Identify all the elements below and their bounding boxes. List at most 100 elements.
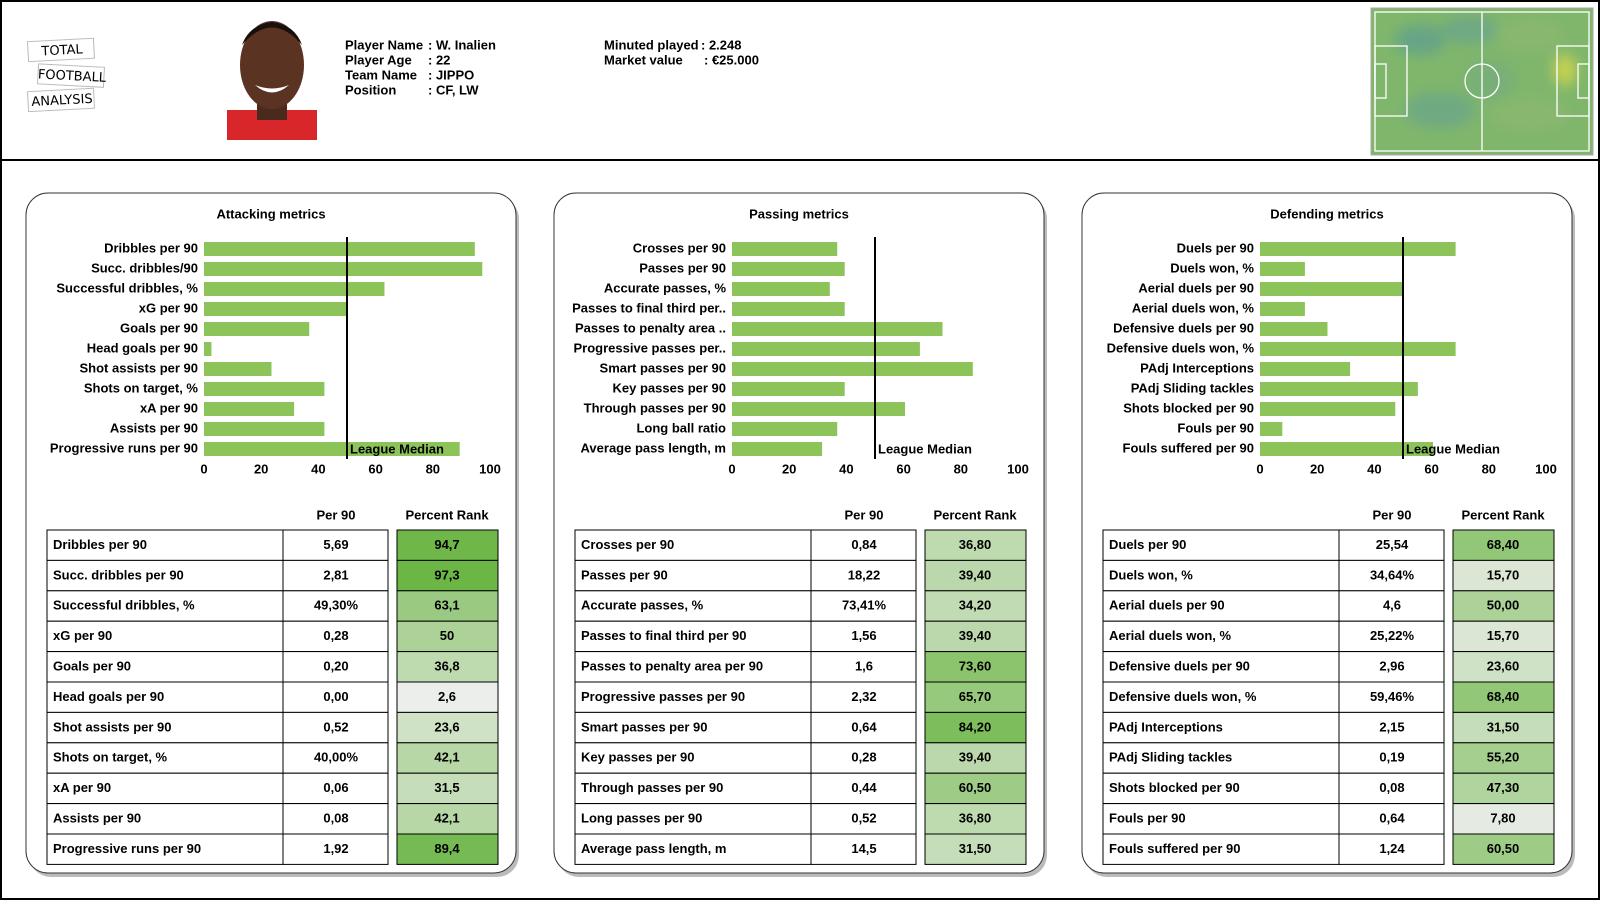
rank-value: 94,7 [434, 537, 459, 552]
rank-value: 60,50 [959, 780, 992, 795]
rank-cell [924, 651, 1027, 683]
bar [204, 422, 325, 436]
rank-value: 65,70 [959, 689, 992, 704]
per90-value: 1,6 [855, 659, 873, 674]
column-header: Percent Rank [405, 507, 489, 522]
metric-name: Passes to final third per 90 [581, 628, 746, 643]
info-value: : €25.000 [704, 52, 759, 67]
rank-cell [924, 620, 1027, 653]
per90-value: 14,5 [851, 841, 876, 856]
per90-value: 40,00% [314, 750, 359, 765]
panel-title: Defending metrics [1270, 206, 1383, 221]
bar-label: Crosses per 90 [633, 240, 726, 255]
rank-cell [1452, 833, 1555, 865]
metric-name: Aerial duels per 90 [1109, 598, 1225, 613]
rank-value: 15,70 [1487, 628, 1520, 643]
bar-label: Goals per 90 [120, 320, 198, 335]
metric-name: PAdj Sliding tackles [1109, 750, 1232, 765]
rank-value: 68,40 [1487, 689, 1520, 704]
column-header: Per 90 [1372, 507, 1411, 522]
bar-label: xG per 90 [139, 300, 198, 315]
per90-value: 0,28 [323, 628, 348, 643]
rank-value: 31,50 [959, 841, 992, 856]
metric-name: Duels per 90 [1109, 537, 1186, 552]
logo-tag [36, 63, 105, 88]
metric-name: Successful dribbles, % [53, 598, 195, 613]
metric-name: Average pass length, m [581, 841, 726, 856]
metric-name: Shot assists per 90 [53, 719, 172, 734]
per90-cell [1338, 833, 1445, 865]
per90-cell [282, 772, 389, 805]
bar [732, 362, 973, 376]
per90-cell [282, 742, 389, 774]
x-tick-label: 100 [479, 461, 501, 476]
name-cell [1102, 711, 1340, 744]
x-tick-label: 80 [954, 461, 968, 476]
rank-cell [396, 620, 499, 653]
x-tick-label: 20 [254, 461, 268, 476]
player-photo [227, 21, 317, 140]
rank-cell [924, 742, 1027, 774]
info-value: : JIPPO [428, 67, 474, 82]
info-label: Player Name [345, 37, 423, 52]
bar-label: Aerial duels per 90 [1138, 280, 1254, 295]
rank-cell [924, 711, 1027, 744]
rank-value: 60,50 [1487, 841, 1520, 856]
per90-cell [1338, 559, 1445, 592]
per90-cell [810, 681, 917, 713]
per90-cell [1338, 590, 1445, 622]
metric-name: Defensive duels per 90 [1109, 659, 1250, 674]
name-cell [46, 559, 284, 592]
rank-value: 63,1 [434, 598, 459, 613]
info-value: : 22 [428, 52, 450, 67]
bar [204, 302, 347, 316]
per90-cell [1338, 620, 1445, 653]
bar-label: Defensive duels won, % [1107, 340, 1255, 355]
metric-name: Head goals per 90 [53, 689, 164, 704]
bar [204, 362, 272, 376]
bar [1260, 442, 1434, 456]
x-tick-label: 0 [728, 461, 735, 476]
metric-name: Defensive duels won, % [1109, 689, 1257, 704]
per90-value: 34,64% [1370, 567, 1415, 582]
bar-label: Fouls per 90 [1177, 420, 1254, 435]
per90-value: 0,06 [323, 780, 348, 795]
bar [732, 342, 920, 356]
rank-value: 39,40 [959, 750, 992, 765]
rank-cell [1452, 559, 1555, 592]
per90-cell [282, 590, 389, 622]
per90-value: 4,6 [1383, 598, 1401, 613]
per90-value: 25,22% [1370, 628, 1415, 643]
x-tick-label: 20 [1310, 461, 1324, 476]
bar-label: Aerial duels won, % [1132, 300, 1255, 315]
rank-cell [396, 590, 499, 622]
rank-value: 23,60 [1487, 659, 1520, 674]
median-label: League Median [878, 441, 972, 456]
bar [204, 262, 483, 276]
bar-label: Through passes per 90 [584, 400, 726, 415]
median-label: League Median [1406, 441, 1500, 456]
metric-name: PAdj Interceptions [1109, 719, 1223, 734]
per90-value: 0,84 [851, 537, 877, 552]
name-cell [46, 620, 284, 653]
per90-cell [282, 681, 389, 713]
rank-cell [924, 803, 1027, 835]
name-cell [1102, 559, 1340, 592]
rank-value: 36,8 [434, 659, 459, 674]
per90-value: 0,19 [1379, 750, 1404, 765]
rank-cell [396, 681, 499, 713]
metric-name: xA per 90 [53, 780, 111, 795]
bar-label: Defensive duels per 90 [1113, 320, 1254, 335]
bar-label: Smart passes per 90 [600, 360, 726, 375]
rank-value: 42,1 [434, 811, 459, 826]
per90-cell [810, 590, 917, 622]
per90-value: 0,64 [851, 719, 877, 734]
panel-title: Attacking metrics [216, 206, 325, 221]
per90-cell [1338, 711, 1445, 744]
bar-label: Progressive runs per 90 [50, 440, 198, 455]
rank-cell [396, 833, 499, 865]
name-cell [574, 681, 812, 713]
rank-value: 42,1 [434, 750, 459, 765]
rank-cell [1452, 590, 1555, 622]
